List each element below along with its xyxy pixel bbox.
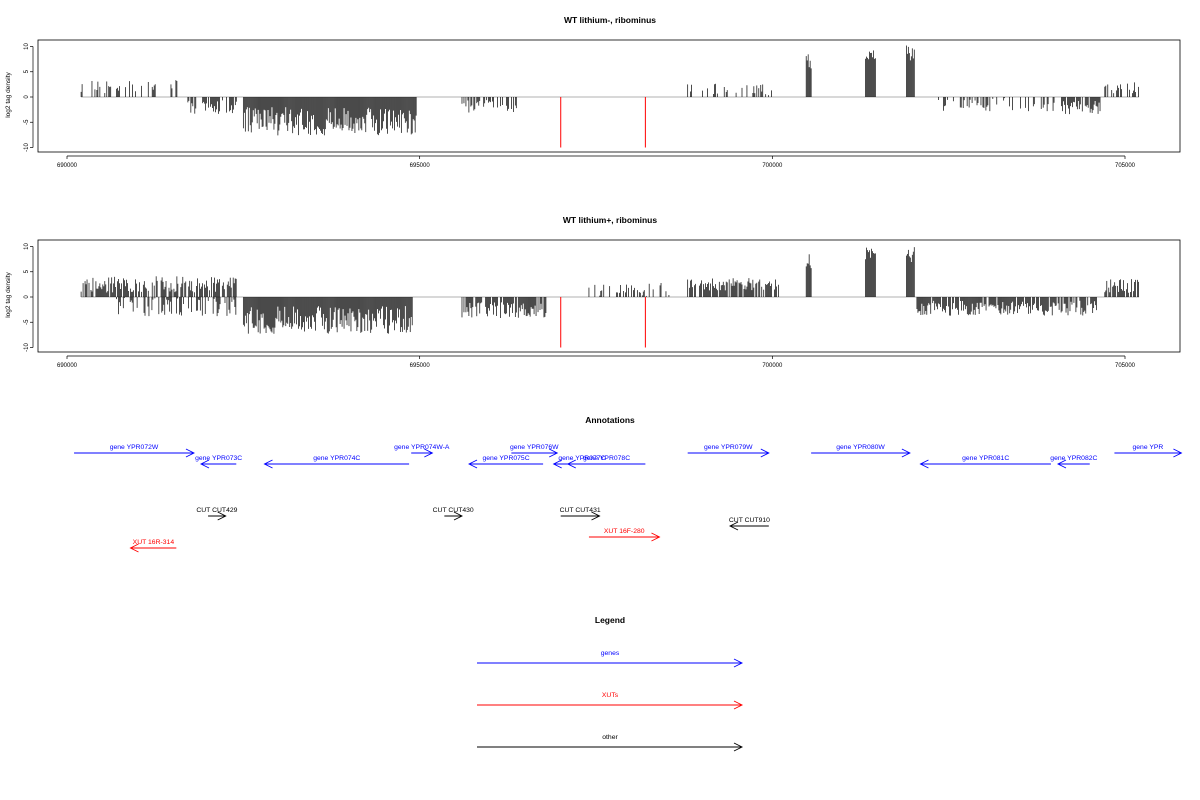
annotation-feature: XUT 16F-280: [588, 528, 661, 542]
annotation-feature: gene YPR072W: [74, 444, 195, 458]
y-axis: -10 -5 0 5 10: [24, 43, 34, 152]
legend-label: genes: [601, 650, 620, 657]
x-tick-label: 695000: [410, 163, 431, 169]
annotation-features: gene YPR072W gene YPR073C gene YPR074C gene…: [74, 444, 1183, 553]
annotation-label: gene YPR076W: [510, 444, 559, 451]
y-axis: -10 -5 0 5 10: [24, 243, 34, 352]
annotation-label: gene YPR: [1132, 444, 1163, 451]
panel-title: WT lithium+, ribominus: [563, 215, 657, 225]
legend-title: Legend: [595, 615, 625, 625]
legend-entries: genes XUTs other: [477, 650, 744, 752]
y-axis-label: log2 tag density: [5, 271, 12, 317]
legend: Legend genes XUTs other: [477, 615, 744, 752]
annotation-feature: gene YPR076W: [510, 444, 559, 458]
annotation-label: gene YPR082C: [1050, 455, 1097, 462]
annotation-label: gene YPR072W: [110, 444, 159, 451]
annotation-label: CUT CUT431: [560, 507, 601, 514]
y-tick-label: -5: [24, 319, 30, 325]
annotations-title: Annotations: [585, 415, 635, 425]
legend-entry: XUTs: [477, 692, 744, 710]
annotation-feature: gene YPR074W-A: [394, 444, 450, 458]
track-panel-lithium-plus: WT lithium+, ribominus log2 tag density …: [5, 215, 1181, 369]
x-tick-label: 690000: [57, 363, 78, 369]
x-tick-label: 700000: [762, 163, 783, 169]
annotation-label: XUT 16R-314: [133, 539, 175, 546]
legend-label: XUTs: [602, 692, 619, 699]
x-tick-label: 705000: [1115, 363, 1136, 369]
legend-entry: other: [477, 734, 744, 752]
y-tick-label: 0: [24, 295, 30, 299]
x-tick-label: 690000: [57, 163, 78, 169]
x-tick-label: 705000: [1115, 163, 1136, 169]
annotation-label: gene YPR081C: [962, 455, 1009, 462]
annotation-feature: CUT CUT431: [560, 507, 601, 521]
annotation-label: gene YPR077C: [558, 455, 605, 462]
annotation-label: CUT CUT429: [196, 507, 237, 514]
signal-bars: [80, 45, 1140, 148]
annotation-feature: gene YPR078C: [566, 455, 646, 469]
annotation-label: gene YPR079W: [704, 444, 753, 451]
annotation-label: gene YPR080W: [836, 444, 885, 451]
annotation-feature: gene YPR080W: [811, 444, 911, 458]
annotation-feature: gene YPR073C: [195, 455, 242, 469]
annotation-label: gene YPR075C: [483, 455, 530, 462]
annotation-feature: CUT CUT429: [196, 507, 238, 521]
annotation-label: CUT CUT430: [433, 507, 474, 514]
panel-title: WT lithium-, ribominus: [564, 15, 656, 25]
annotation-label: CUT CUT910: [729, 517, 770, 524]
annotation-feature: gene YPR: [1114, 444, 1183, 458]
x-axis: 690000 695000 700000 705000: [57, 355, 1136, 369]
annotation-label: gene YPR078C: [583, 455, 630, 462]
legend-entry: genes: [477, 650, 744, 668]
annotation-feature: gene YPR082C: [1050, 455, 1098, 469]
x-tick-label: 700000: [762, 363, 783, 369]
signal-bars: [80, 247, 1140, 348]
annotation-feature: CUT CUT430: [433, 507, 474, 521]
track-panel-lithium-minus: WT lithium-, ribominus log2 tag density …: [5, 15, 1181, 169]
y-tick-label: -10: [24, 343, 30, 352]
annotation-label: gene YPR074W-A: [394, 444, 450, 451]
annotation-label: gene YPR074C: [313, 455, 360, 462]
annotation-feature: gene YPR075C: [468, 455, 544, 469]
plot-frame: [37, 39, 1181, 153]
annotation-label: XUT 16F-280: [604, 528, 645, 535]
y-tick-label: 10: [24, 43, 30, 50]
y-tick-label: -5: [24, 119, 30, 125]
y-tick-label: 0: [24, 95, 30, 99]
y-tick-label: 5: [24, 269, 30, 273]
x-tick-label: 695000: [410, 363, 431, 369]
y-tick-label: 5: [24, 69, 30, 73]
annotation-feature: gene YPR074C: [263, 455, 410, 469]
annotation-feature: XUT 16R-314: [129, 539, 177, 553]
x-axis: 690000 695000 700000 705000: [57, 155, 1136, 169]
legend-label: other: [602, 734, 618, 741]
y-axis-label: log2 tag density: [5, 71, 12, 117]
y-tick-label: 10: [24, 243, 30, 250]
annotation-feature: gene YPR081C: [919, 455, 1051, 469]
annotation-feature: gene YPR079W: [687, 444, 770, 458]
annotation-label: gene YPR073C: [195, 455, 242, 462]
y-tick-label: -10: [24, 143, 30, 152]
plot-frame: [37, 239, 1181, 353]
annotation-feature: CUT CUT910: [729, 517, 770, 531]
